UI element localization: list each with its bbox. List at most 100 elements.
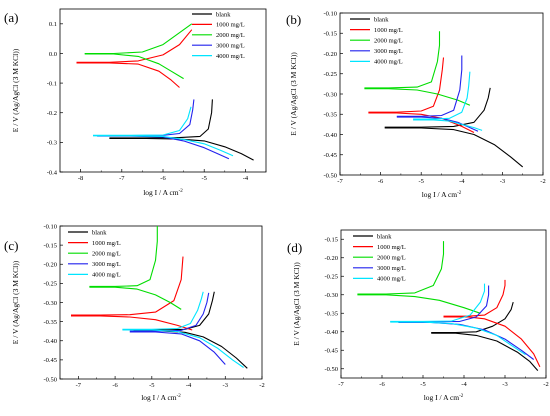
y-tick-label: -0.2 xyxy=(47,110,57,117)
series-line-4000-mg-l-cathodic xyxy=(390,321,526,356)
series-line-2000-mg-l-cathodic xyxy=(357,294,481,314)
series-line-3000-mg-l-cathodic xyxy=(97,135,230,160)
series-line-3000-mg-l-anodic xyxy=(129,292,210,332)
y-tick-label: -0.25 xyxy=(324,274,338,281)
x-tick-label: -4 xyxy=(186,382,192,389)
series-line-3000-mg-l-cathodic xyxy=(396,116,479,132)
panel-d: -7 -6 -5 -4 -3 -2 -0.50 -0.45 -0.40 -0.35 -0.30 -0.… xyxy=(287,229,549,402)
y-tick-label: -0.20 xyxy=(43,262,57,269)
y-tick-label: -0.20 xyxy=(323,51,337,58)
x-tick-label: -3 xyxy=(502,381,507,388)
plot-frame xyxy=(339,12,544,176)
series-line-4000-mg-l-anodic xyxy=(122,291,204,330)
y-tick-label: 0.1 xyxy=(49,21,57,28)
series-line-2000-mg-l-anodic xyxy=(357,241,445,295)
x-tick-label: -6 xyxy=(160,175,166,182)
series-line-2000-mg-l-cathodic xyxy=(89,286,182,310)
series-line-4000-mg-l-cathodic xyxy=(413,119,483,131)
x-tick-label: -7 xyxy=(337,178,343,185)
y-tick-label: -0.15 xyxy=(324,237,338,244)
y-tick-label: -0.50 xyxy=(323,172,337,179)
x-tick-label: -2 xyxy=(543,381,548,388)
x-tick-label: -4 xyxy=(461,381,467,388)
series-line-blank-cathodic xyxy=(109,137,254,161)
panel-label: (a) xyxy=(4,10,18,25)
panel-label: (c) xyxy=(4,238,18,253)
x-tick-label: -6 xyxy=(378,178,384,185)
series-line-blank-cathodic xyxy=(384,127,524,168)
legend-entry: 4000 mg/L xyxy=(374,59,403,66)
legend-entry: 3000 mg/L xyxy=(92,261,121,268)
y-tick-label: -0.35 xyxy=(324,311,338,318)
y-tick-label: -0.10 xyxy=(43,223,57,230)
y-tick-label: -0.4 xyxy=(47,169,58,176)
series-line-3000-mg-l-cathodic xyxy=(398,321,535,360)
series-line-1000-mg-l-cathodic xyxy=(76,62,180,88)
series-line-blank-anodic xyxy=(384,87,491,128)
legend-entry: 2000 mg/L xyxy=(92,251,121,258)
x-tick-label: -7 xyxy=(338,381,344,388)
x-tick-label: -5 xyxy=(201,175,206,182)
legend-entry: 1000 mg/L xyxy=(92,240,121,247)
series-line-2000-mg-l-anodic xyxy=(364,31,441,89)
series-line-4000-mg-l-cathodic xyxy=(122,329,244,368)
y-tick-label: -0.40 xyxy=(324,329,338,336)
panel-b: -7 -6 -5 -4 -3 -2 -0.50 -0.45 -0.40 -0.35 -0.30 -0.… xyxy=(286,10,546,199)
series-line-3000-mg-l-anodic xyxy=(396,55,463,117)
x-tick-label: -7 xyxy=(119,175,125,182)
y-tick-label: -0.15 xyxy=(43,242,57,249)
series-line-4000-mg-l-anodic xyxy=(390,283,486,322)
series-line-blank-anodic xyxy=(109,99,213,139)
legend-entry: 1000 mg/L xyxy=(374,27,403,34)
x-tick-label: -5 xyxy=(149,382,154,389)
series-line-1000-mg-l-anodic xyxy=(76,29,193,63)
legend-entry: blank xyxy=(92,229,107,236)
series-line-2000-mg-l-anodic xyxy=(84,23,193,55)
y-tick-label: -0.30 xyxy=(324,292,338,299)
legend-entry: blank xyxy=(377,233,392,240)
x-tick-label: -3 xyxy=(500,178,505,185)
series-line-2000-mg-l-cathodic xyxy=(84,53,184,80)
x-axis-title: log I / A cm-2 xyxy=(422,190,462,199)
panel-a: -8 -7 -6 -5 -4 -0.4 -0.3 -0.2 -0.1 0.0 0.1 blank 100… xyxy=(4,8,267,197)
y-tick-label: -0.35 xyxy=(43,319,57,326)
x-tick-label: -2 xyxy=(259,382,264,389)
series-line-1000-mg-l-anodic xyxy=(71,256,184,316)
x-tick-label: -4 xyxy=(243,175,249,182)
legend-entry: 1000 mg/L xyxy=(216,22,245,29)
y-tick-label: -0.50 xyxy=(324,366,338,373)
y-tick-label: -0.45 xyxy=(323,152,337,159)
legend-entry: 2000 mg/L xyxy=(216,32,245,39)
x-axis-title: log I / A cm-2 xyxy=(143,188,183,197)
legend-entry: 2000 mg/L xyxy=(377,255,406,262)
legend-entry: 3000 mg/L xyxy=(377,265,406,272)
series-line-2000-mg-l-cathodic xyxy=(364,88,471,106)
series-line-1000-mg-l-cathodic xyxy=(71,315,193,331)
x-tick-label: -7 xyxy=(76,382,82,389)
y-tick-label: -0.40 xyxy=(43,338,57,345)
y-tick-label: -0.50 xyxy=(43,376,57,383)
panel-label: (b) xyxy=(286,12,301,27)
y-tick-label: -0.30 xyxy=(43,300,57,307)
series-line-4000-mg-l-anodic xyxy=(413,71,471,120)
y-tick-label: -0.25 xyxy=(43,281,57,288)
x-tick-label: -6 xyxy=(379,381,385,388)
legend-entry: 3000 mg/L xyxy=(374,48,403,55)
x-tick-label: -3 xyxy=(223,382,228,389)
x-tick-label: -2 xyxy=(540,178,545,185)
y-axis-title: E / V (Ag/AgCl (3 M KCl)) xyxy=(11,260,20,344)
y-tick-label: -0.1 xyxy=(47,80,57,87)
legend-entry: 2000 mg/L xyxy=(374,38,403,45)
y-tick-label: -0.10 xyxy=(323,10,337,17)
series-line-3000-mg-l-cathodic xyxy=(129,331,226,365)
legend-entry: blank xyxy=(374,16,389,23)
legend-entry: 4000 mg/L xyxy=(216,53,245,60)
legend-entry: 3000 mg/L xyxy=(216,43,245,50)
x-tick-label: -5 xyxy=(418,178,423,185)
y-tick-label: -0.20 xyxy=(324,255,338,262)
y-tick-label: -0.40 xyxy=(323,132,337,139)
series-line-1000-mg-l-cathodic xyxy=(443,316,541,368)
legend-entry: 4000 mg/L xyxy=(92,272,121,279)
